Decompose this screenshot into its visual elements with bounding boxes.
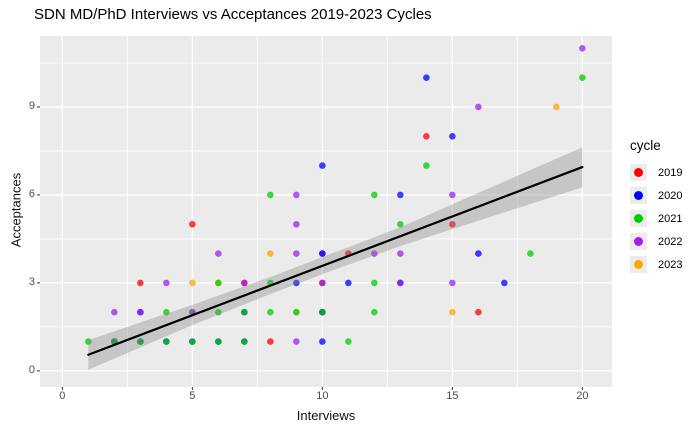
legend-entry-label: 2020 — [658, 189, 683, 202]
data-point — [345, 279, 352, 287]
data-point — [189, 220, 196, 228]
data-point — [449, 279, 456, 287]
data-point — [267, 191, 274, 199]
data-point — [449, 191, 456, 199]
data-point — [319, 162, 326, 169]
data-point — [371, 191, 378, 199]
data-point — [475, 250, 482, 257]
data-point — [163, 308, 170, 316]
data-point — [293, 250, 300, 257]
legend-entry-label: 2019 — [658, 166, 683, 179]
legend-entry: 2019 — [622, 161, 700, 184]
legend-entry-label: 2022 — [658, 235, 683, 248]
y-axis-title: Acceptances — [8, 172, 24, 248]
y-tick-label: 3 — [28, 275, 35, 288]
x-axis-title: Interviews — [296, 408, 356, 423]
data-point — [319, 338, 326, 345]
legend-key-box — [630, 164, 647, 181]
y-tick-label: 6 — [28, 187, 35, 200]
legend-key-box — [630, 187, 647, 204]
data-point — [397, 191, 404, 199]
x-tick-label: 15 — [446, 390, 459, 402]
legend-key-box — [630, 233, 647, 250]
panel-background — [40, 36, 612, 387]
data-point — [371, 308, 378, 316]
legend-key-box — [630, 210, 647, 227]
data-point — [241, 279, 248, 287]
data-point — [397, 250, 404, 257]
data-point — [189, 338, 196, 345]
legend-title: cycle — [630, 138, 661, 153]
data-point — [397, 220, 404, 228]
data-point — [345, 338, 352, 345]
legend-entry-label: 2023 — [658, 258, 683, 271]
data-point — [215, 308, 222, 316]
legend-key-dot — [634, 214, 643, 223]
data-point — [163, 338, 170, 345]
data-point — [137, 308, 144, 316]
data-point — [267, 250, 274, 257]
data-point — [137, 338, 144, 345]
data-point — [449, 132, 456, 140]
legend: cycle 2019 2020 2021 2022 2023 — [622, 138, 700, 276]
data-point — [163, 279, 170, 287]
data-point — [527, 250, 534, 257]
confidence-band — [88, 147, 583, 370]
data-point — [371, 279, 378, 287]
data-point — [241, 308, 248, 316]
legend-entry-label: 2021 — [658, 212, 683, 225]
y-tick-label: 0 — [28, 363, 35, 376]
legend-key-box — [630, 256, 647, 273]
legend-key-dot — [634, 260, 643, 269]
data-point — [267, 308, 274, 316]
legend-entry: 2022 — [622, 230, 700, 253]
legend-entry: 2020 — [622, 184, 700, 207]
data-point — [423, 132, 430, 140]
data-point — [579, 74, 586, 81]
data-point — [423, 162, 430, 169]
legend-entries: 2019 2020 2021 2022 2023 — [622, 161, 700, 276]
data-point — [319, 308, 326, 316]
legend-key-dot — [634, 168, 643, 177]
x-tick-label: 0 — [59, 390, 66, 402]
x-tick-label: 20 — [576, 390, 589, 402]
data-point — [501, 279, 508, 287]
data-point — [449, 220, 456, 228]
x-tick-label: 5 — [189, 390, 196, 402]
data-point — [85, 338, 92, 345]
x-tick-label: 10 — [316, 390, 329, 402]
data-point — [215, 279, 222, 287]
chart-title: SDN MD/PhD Interviews vs Acceptances 201… — [34, 6, 432, 23]
data-point — [319, 279, 326, 287]
legend-entry: 2023 — [622, 253, 700, 276]
legend-entry: 2021 — [622, 207, 700, 230]
trend-line — [87, 165, 584, 356]
legend-key-dot — [634, 191, 643, 200]
data-point — [475, 103, 482, 111]
data-point — [111, 308, 118, 316]
data-point — [319, 250, 326, 257]
data-point — [553, 103, 560, 111]
data-point — [189, 279, 196, 287]
data-point — [293, 308, 300, 316]
y-tick-label: 9 — [28, 99, 35, 112]
data-point — [371, 250, 378, 257]
data-point — [475, 308, 482, 316]
data-point — [423, 74, 430, 81]
data-point — [215, 338, 222, 345]
legend-key-dot — [634, 237, 643, 246]
data-point — [267, 338, 274, 345]
data-point — [293, 191, 300, 199]
data-point — [449, 308, 456, 316]
data-point — [137, 279, 144, 287]
data-point — [293, 279, 300, 287]
data-point — [397, 279, 404, 287]
data-point — [293, 220, 300, 228]
data-point — [579, 45, 586, 52]
data-point — [241, 338, 248, 345]
data-point — [215, 250, 222, 257]
data-point — [293, 338, 300, 345]
